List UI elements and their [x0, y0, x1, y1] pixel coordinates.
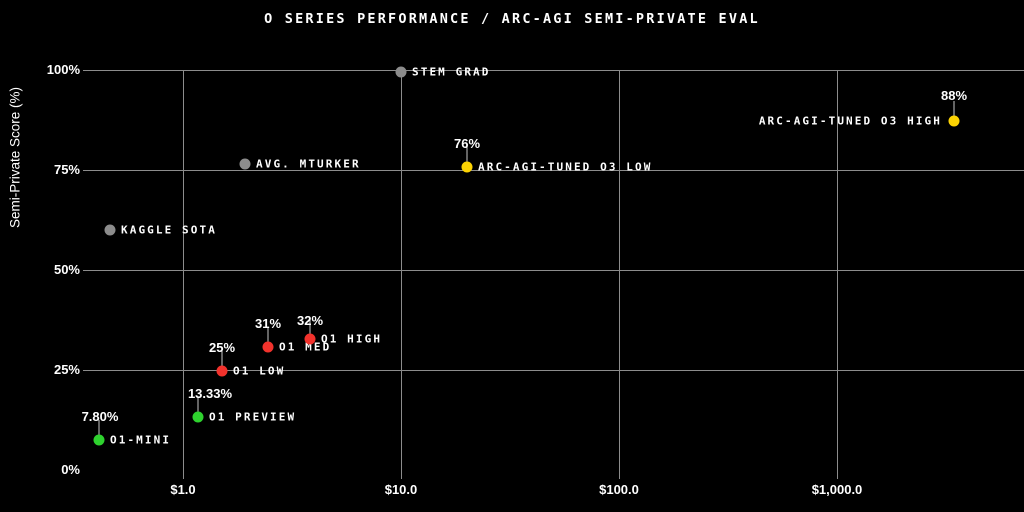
data-point-series-label: O1 PREVIEW [209, 410, 297, 424]
data-point[interactable] [93, 434, 105, 446]
data-point-value-label: 31% [254, 316, 282, 331]
data-point[interactable] [461, 161, 473, 173]
y-axis-tick-mark [83, 270, 93, 271]
point-stem [221, 351, 223, 366]
point-stem [466, 147, 468, 162]
data-point[interactable] [304, 333, 316, 345]
y-axis-tick-label: 0% [61, 462, 80, 477]
data-point-series-label: O1 MED [279, 340, 332, 354]
x-axis-tick-label: $100.0 [599, 482, 639, 497]
x-axis-tick-label: $1.0 [170, 482, 196, 497]
data-point-series-label: O1-MINI [110, 433, 172, 447]
point-stem [309, 319, 311, 334]
gridline-horizontal [93, 470, 1024, 471]
data-point[interactable] [104, 224, 116, 236]
y-axis-tick-mark [83, 70, 93, 71]
gridline-horizontal [93, 170, 1024, 171]
data-point[interactable] [395, 66, 407, 78]
data-point[interactable] [216, 365, 228, 377]
plot-area: 0% 25% 50% 75% 100% $1.0 $10.0 $100.0 $1,000.0 … [47, 62, 1024, 497]
data-point-value-label: 88% [940, 88, 968, 103]
point-stem [267, 327, 269, 342]
data-point-series-label: ARC-AGI-TUNED O3 HIGH [758, 114, 942, 128]
y-axis-tick-label: 25% [53, 362, 80, 377]
data-point-series-label: STEM GRAD [412, 65, 491, 79]
x-axis-tick-mark [619, 470, 620, 479]
x-axis-tick-mark [183, 470, 184, 479]
gridline-vertical [401, 70, 402, 470]
data-point-series-label: O1 LOW [233, 364, 286, 378]
data-point-series-label: O1 HIGH [321, 332, 383, 346]
gridline-vertical [183, 70, 184, 470]
gridline-horizontal [93, 70, 1024, 71]
point-stem [197, 397, 199, 412]
data-point[interactable] [262, 341, 274, 353]
y-axis-label: Semi-Private Score (%) [7, 86, 23, 229]
data-point[interactable] [948, 115, 960, 127]
data-point-value-label: 76% [453, 136, 481, 151]
data-point-series-label: ARC-AGI-TUNED O3 LOW [478, 160, 653, 174]
data-point-value-label: 25% [208, 340, 236, 355]
y-axis-tick-mark [83, 170, 93, 171]
y-axis-tick-label: 75% [53, 162, 80, 177]
data-point-value-label: 13.33% [187, 386, 233, 401]
x-axis-tick-mark [401, 470, 402, 479]
chart-title: O SERIES PERFORMANCE / ARC-AGI SEMI-PRIV… [264, 11, 760, 27]
y-axis-tick-mark [83, 370, 93, 371]
y-axis-tick-label: 100% [46, 62, 80, 77]
x-axis-tick-label: $1,000.0 [811, 482, 863, 497]
point-stem [98, 420, 100, 435]
data-point[interactable] [239, 158, 251, 170]
gridline-horizontal [93, 370, 1024, 371]
x-axis-tick-mark [837, 470, 838, 479]
gridline-horizontal [93, 270, 1024, 271]
point-stem [953, 101, 955, 116]
gridline-vertical [837, 70, 838, 470]
data-point[interactable] [192, 411, 204, 423]
data-point-series-label: AVG. MTURKER [256, 157, 361, 171]
x-axis-tick-label: $10.0 [384, 482, 418, 497]
data-point-value-label: 7.80% [81, 409, 119, 424]
y-axis-tick-label: 50% [53, 262, 80, 277]
gridline-vertical [619, 70, 620, 470]
data-point-series-label: KAGGLE SOTA [121, 223, 217, 237]
data-point-value-label: 32% [296, 313, 324, 328]
